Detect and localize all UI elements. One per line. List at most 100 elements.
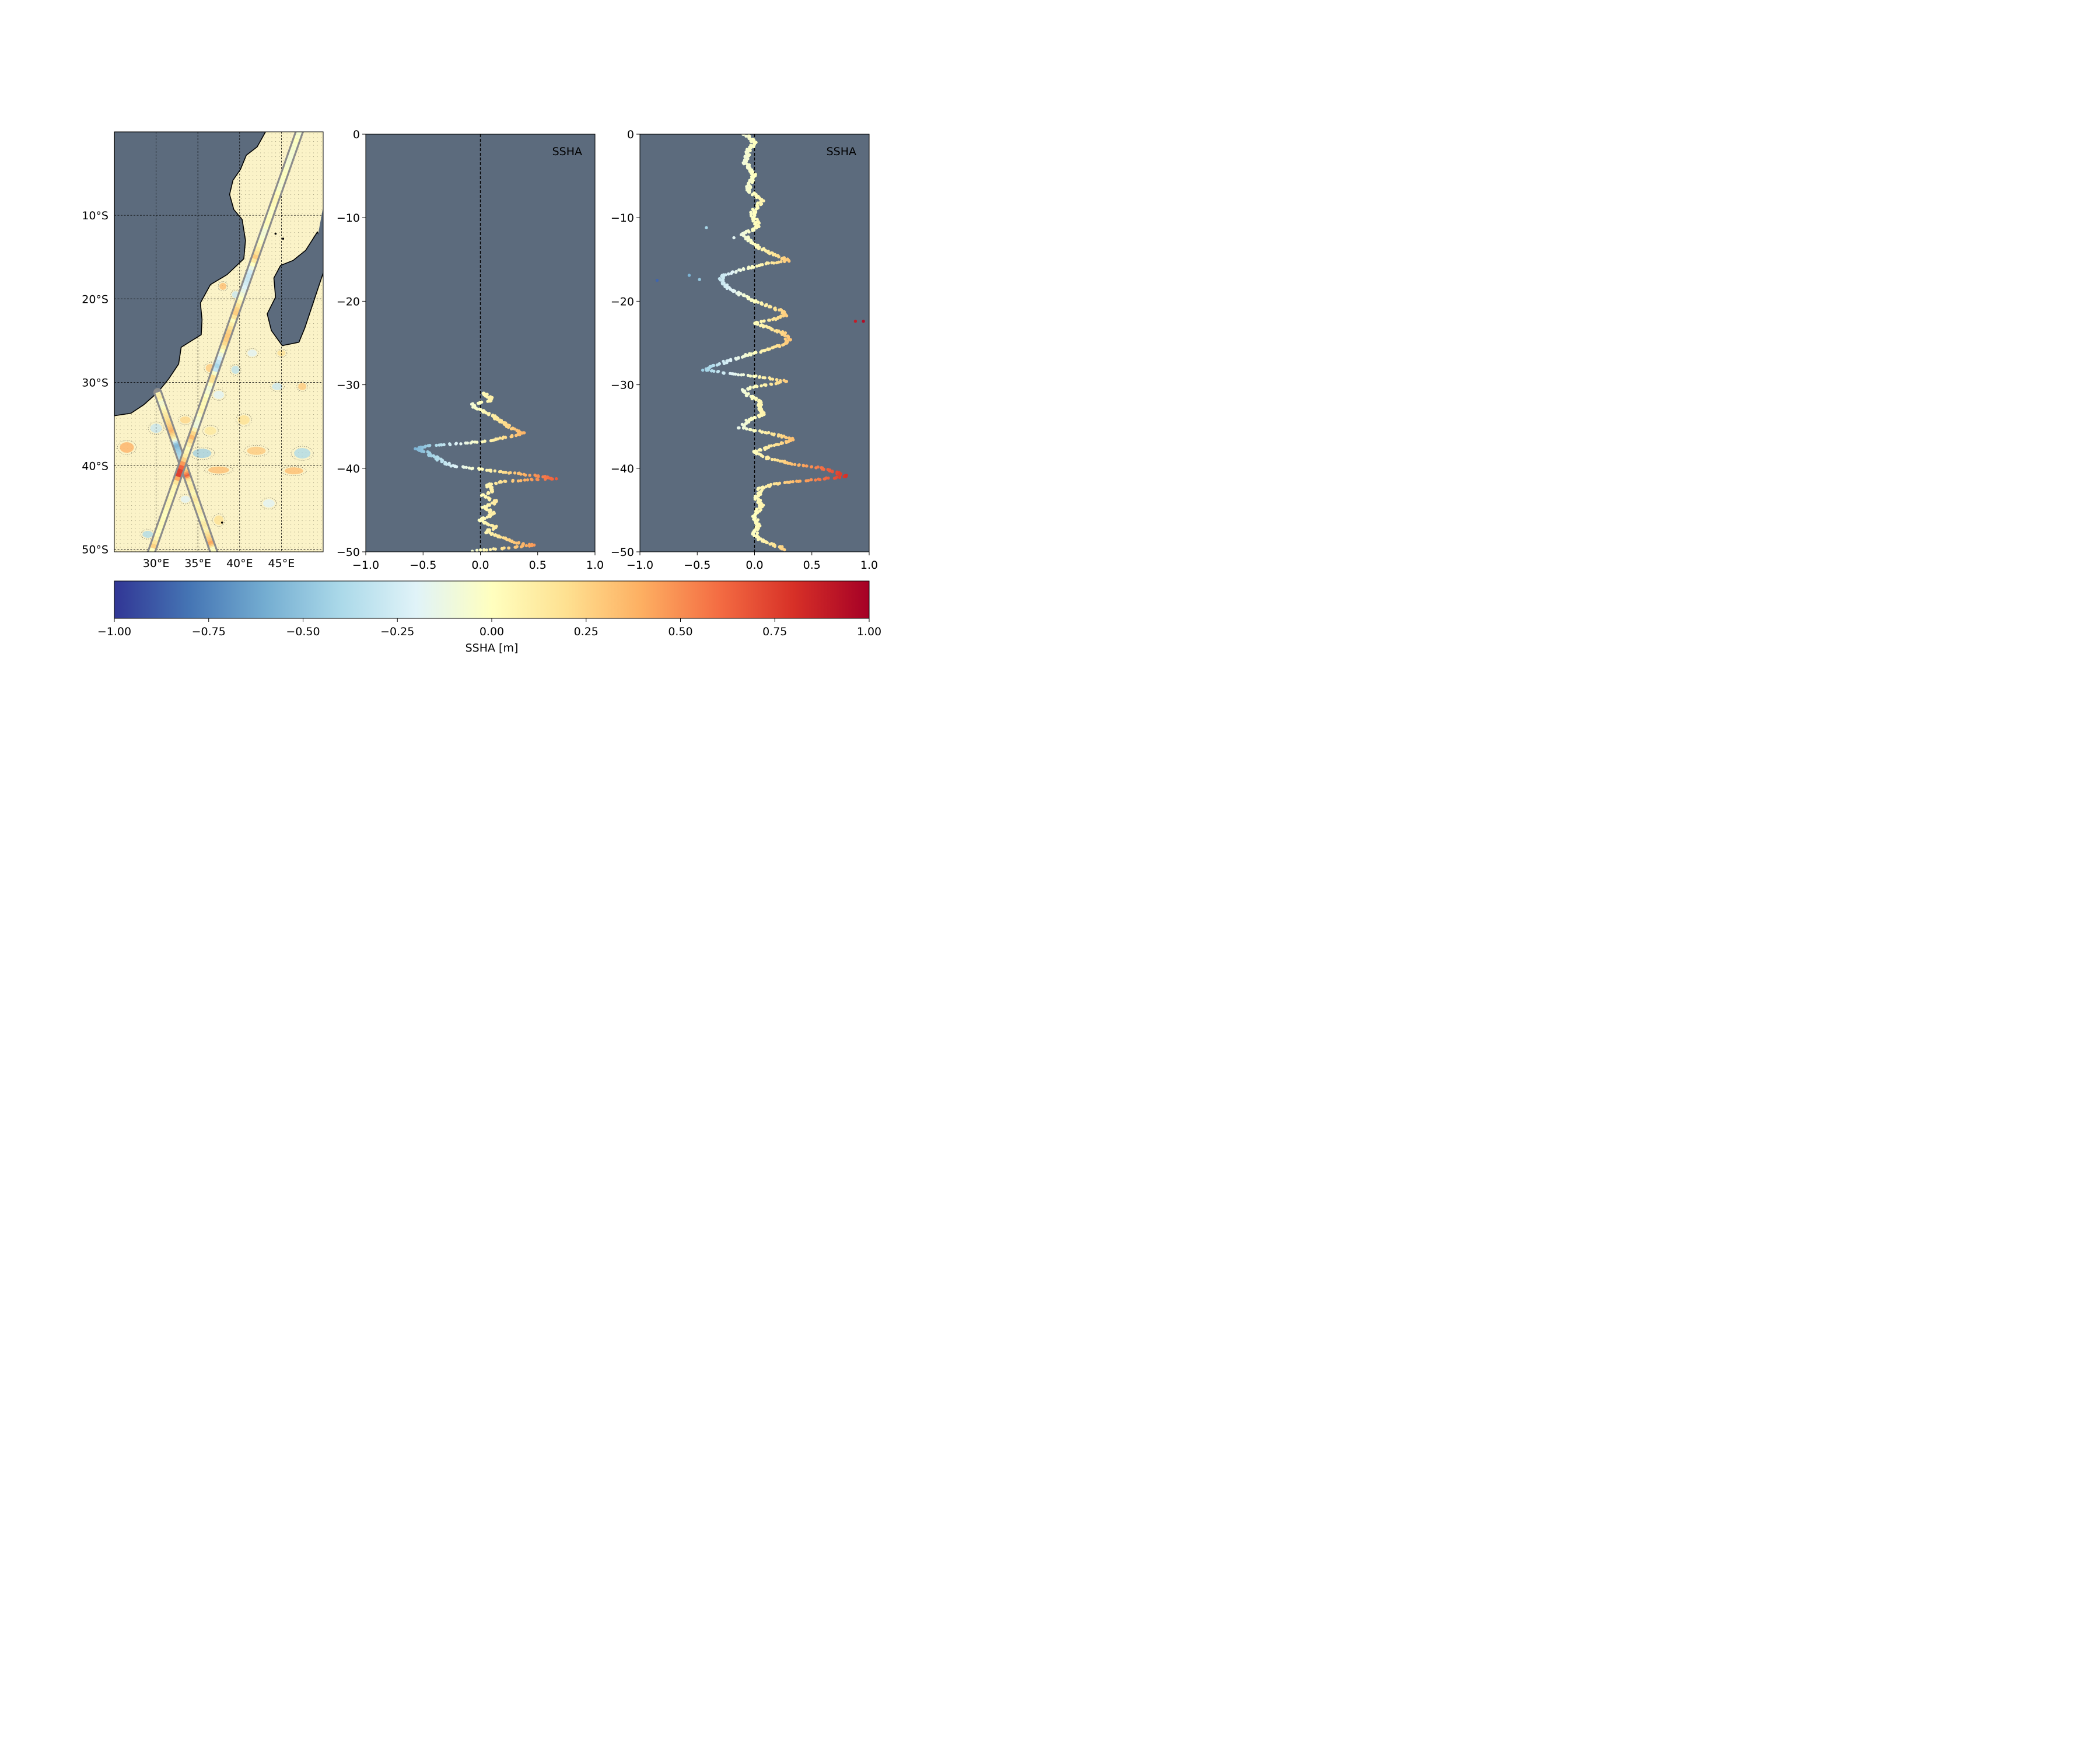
profile-1-point (482, 548, 486, 552)
profile-2-point (725, 360, 729, 365)
profile-2-point (814, 478, 817, 482)
profile-1-point (504, 470, 508, 474)
profile-2-point (760, 430, 764, 434)
profile-1-point (501, 436, 505, 440)
profile-1-point (481, 467, 484, 471)
profile-2-point (751, 219, 755, 223)
profile-2-point (750, 397, 754, 401)
profile-1-point (489, 470, 493, 473)
profile-2-point (760, 320, 763, 324)
profile-1-point (449, 464, 453, 468)
profile-1-point (512, 541, 516, 544)
profile-1-x-ticks: −1.0 −0.5 0.0 0.5 1.0 (352, 552, 604, 572)
profile-2-point (785, 314, 789, 318)
profile-2-point (780, 343, 785, 347)
profile-1-point (485, 396, 489, 399)
profile-2-point (729, 359, 733, 363)
profile-2-point (778, 308, 781, 312)
profile-2-point (747, 230, 751, 234)
profile-2-point (764, 262, 768, 265)
profile-2-point (744, 237, 748, 241)
profile-2-point (732, 289, 735, 293)
profile-2-point (838, 475, 842, 480)
profile-1-y-tick-label: −40 (337, 463, 360, 475)
map-lon-tick-label: 35°E (184, 557, 211, 570)
profile-1-point (462, 466, 466, 469)
profile-2-point (764, 304, 767, 307)
profile-1-y-ticks: 0 −10 −20 −30 −40 −50 (337, 128, 366, 559)
profile-1-point (537, 475, 540, 478)
profile-2-point (755, 452, 758, 456)
profile-2-point (740, 355, 744, 359)
profile-1-point (555, 477, 558, 481)
profile-2-point (755, 226, 758, 230)
profile-2-point (745, 394, 748, 398)
profile-2-outlier (853, 320, 858, 323)
profile-1-point (488, 548, 492, 551)
profile-2-point (766, 261, 771, 265)
profile-1-point (464, 466, 468, 469)
profile-2-point (771, 253, 775, 257)
profile-2-point (767, 430, 771, 435)
profile-2-point (791, 480, 795, 484)
profile-2-point (725, 286, 729, 290)
profile-2-point (768, 542, 772, 546)
profile-1-point (481, 440, 484, 444)
profile-1-point (530, 478, 534, 482)
profile-2-point (756, 538, 760, 541)
profile-1-point (509, 471, 512, 475)
profile-2-point (749, 353, 752, 357)
profile-1-point (499, 536, 502, 539)
profile-2-point (766, 348, 770, 352)
profile-2-point (748, 374, 752, 378)
profile-2-point (747, 191, 751, 194)
profile-2-point (738, 268, 743, 272)
profile-1-point (503, 480, 506, 483)
map-lon-tick-label: 45°E (268, 557, 295, 570)
profile-1-point (519, 545, 523, 549)
profile-2-point (772, 433, 776, 437)
profile-2-point (754, 429, 757, 432)
profile-2-point (756, 488, 760, 491)
profile-2-point (751, 229, 754, 233)
profile-2-point (793, 463, 797, 467)
profile-2-point (775, 378, 779, 382)
profile-2-y-tick-label: −10 (611, 212, 634, 225)
profile-1-point (426, 444, 430, 447)
profile-2-point (753, 498, 757, 501)
profile-2-point (817, 477, 820, 481)
profile-2-point (746, 239, 750, 243)
profile-1-point (492, 547, 495, 551)
profile-1-y-tick-label: −50 (337, 546, 360, 559)
profile-2-point (779, 442, 783, 446)
profile-1-point (475, 407, 479, 411)
profile-1-point (514, 433, 518, 438)
profile-2-point (788, 259, 791, 263)
island (220, 522, 223, 524)
profile-2-point (814, 466, 818, 470)
profile-2-point (730, 271, 733, 275)
profile-2-point (767, 305, 771, 309)
profile-1-point (498, 436, 502, 440)
profile-2-y-tick-label: −20 (611, 295, 634, 308)
profile-2-point (765, 541, 769, 545)
profile-2-point (770, 261, 774, 265)
profile-2-point (771, 317, 775, 321)
profile-2-point (734, 372, 737, 376)
profile-1-point (496, 418, 499, 422)
profile-2-point (752, 386, 755, 389)
colorbar-tick-label: 0.00 (480, 625, 504, 638)
profile-2-point (736, 373, 740, 377)
profile-1-point (448, 443, 452, 447)
profile-2-point (755, 195, 758, 200)
profile-2-point (782, 314, 786, 318)
profile-2-point (757, 415, 761, 419)
profile-2-point (785, 440, 788, 444)
profile-1-point (485, 468, 489, 472)
profile-1-point (444, 463, 449, 466)
profile-1-x-tick-label: 0.0 (471, 559, 489, 572)
profile-2-point (722, 362, 726, 365)
profile-2-point (784, 380, 788, 383)
profile-2-point (776, 443, 780, 446)
profile-1-point (486, 400, 489, 403)
